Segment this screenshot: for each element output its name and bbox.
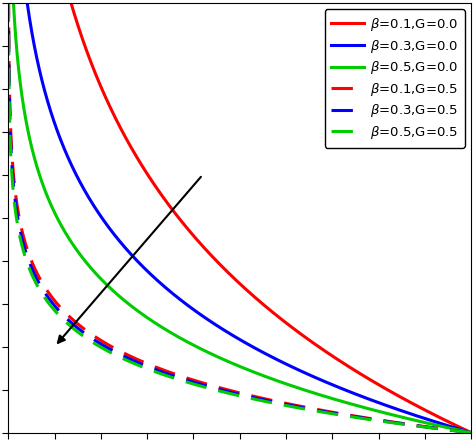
Legend: $\beta$=0.1,G=0.0, $\beta$=0.3,G=0.0, $\beta$=0.5,G=0.0, $\beta$=0.1,G=0.5, $\be: $\beta$=0.1,G=0.0, $\beta$=0.3,G=0.0, $\…: [325, 9, 465, 148]
